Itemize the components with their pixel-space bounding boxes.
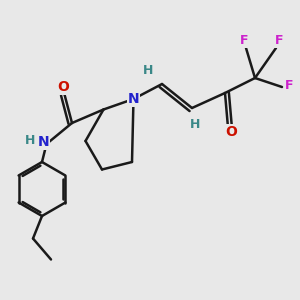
Text: O: O: [225, 125, 237, 139]
Text: F: F: [285, 79, 294, 92]
Text: F: F: [240, 34, 249, 47]
Text: F: F: [275, 34, 283, 47]
Text: H: H: [143, 64, 154, 77]
Text: N: N: [38, 135, 49, 148]
Text: H: H: [25, 134, 35, 148]
Text: H: H: [190, 118, 200, 131]
Text: O: O: [57, 80, 69, 94]
Text: N: N: [128, 92, 139, 106]
